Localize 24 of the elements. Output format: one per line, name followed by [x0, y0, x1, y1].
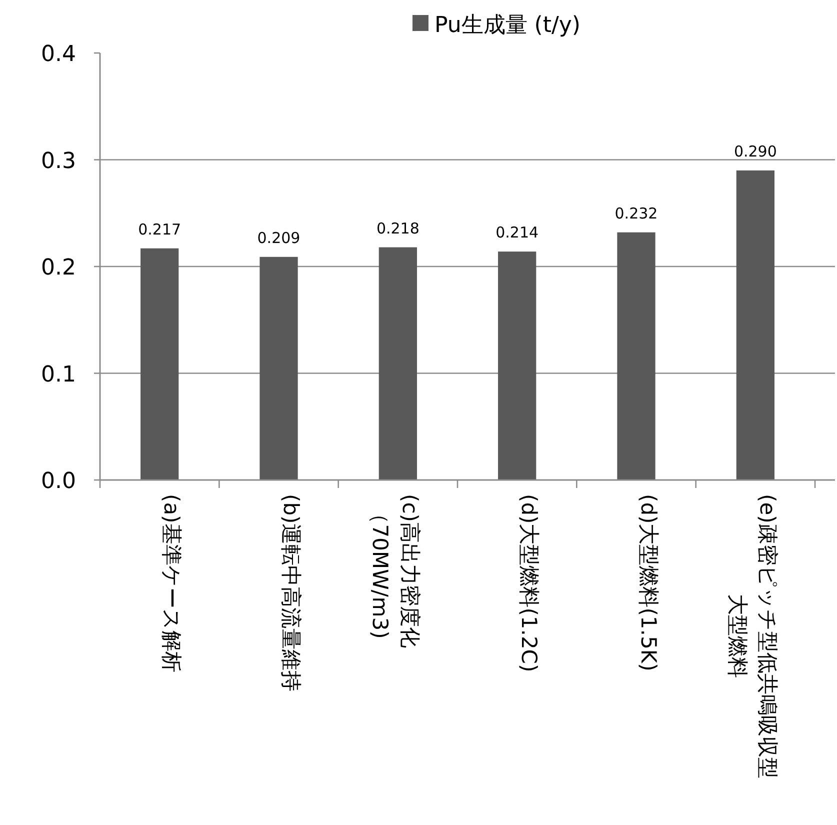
y-tick-label: 0.0 [41, 469, 76, 494]
bar [736, 170, 774, 480]
bar [260, 256, 298, 480]
text: 0.209 [257, 228, 300, 247]
x-tick-label: (d)大型燃料(1.5K) [636, 494, 660, 672]
bar [378, 247, 417, 480]
y-tick-label: 0.2 [41, 256, 76, 280]
y-tick-label: 0.1 [41, 362, 76, 388]
x-tick-label: (a)基準ケース解析 [160, 494, 184, 672]
bar [140, 248, 179, 480]
text: 0.290 [734, 142, 777, 160]
y-tick-label: 0.3 [41, 148, 76, 174]
text: 0.218 [376, 219, 420, 238]
text: 0.217 [138, 220, 182, 238]
legend-label: Pu生成量 (t/y) [434, 13, 581, 38]
x-tick-label: (e)疎密ピッチ型低共鳴吸収型大型燃料 [725, 494, 780, 778]
x-tick-label: (d)大型燃料(1.2C) [517, 494, 542, 672]
text: 0.214 [496, 224, 539, 242]
x-tick-label: (c)高出力密度化（70MW/m3) [368, 494, 422, 648]
x-tick-label: (b)運転中高流量維持 [278, 494, 303, 692]
bar [498, 252, 536, 480]
bar [617, 232, 656, 480]
y-tick-label: 0.4 [41, 42, 76, 67]
text: 0.232 [614, 204, 658, 222]
